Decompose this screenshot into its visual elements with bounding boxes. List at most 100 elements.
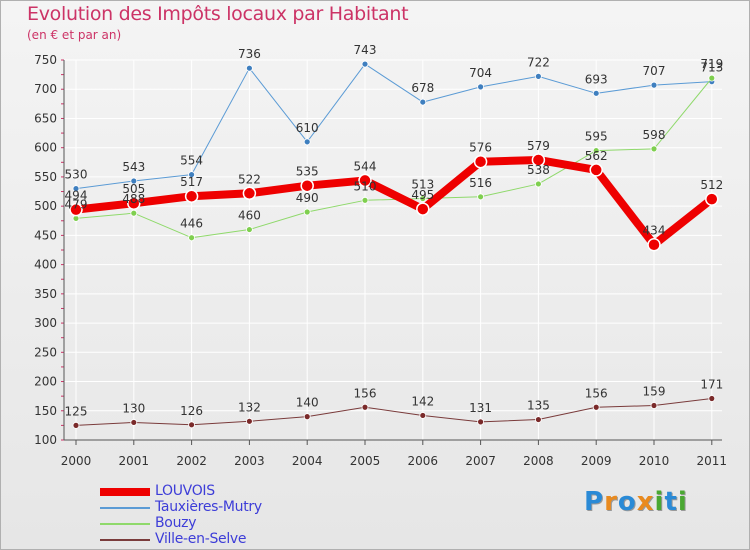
data-label-bouzy: 538 — [527, 163, 550, 177]
point-ville-en-selve — [593, 404, 599, 410]
data-label-tauxi-res-mutry: 743 — [354, 43, 377, 57]
legend-swatch — [100, 488, 150, 496]
point-louvois — [706, 193, 718, 205]
point-louvois — [475, 156, 487, 168]
proxiti-logo: Proxiti — [584, 487, 688, 517]
data-label-ville-en-selve: 135 — [527, 399, 550, 413]
series-line-tauxi-res-mutry — [76, 64, 712, 189]
point-bouzy — [535, 181, 541, 187]
data-label-louvois: 576 — [469, 141, 492, 155]
point-ville-en-selve — [420, 412, 426, 418]
x-tick-label: 2002 — [176, 454, 207, 468]
data-label-ville-en-selve: 126 — [180, 404, 203, 418]
data-label-bouzy: 516 — [469, 176, 492, 190]
data-label-ville-en-selve: 159 — [643, 385, 666, 399]
point-bouzy — [709, 75, 715, 81]
x-tick-label: 2007 — [465, 454, 496, 468]
point-louvois — [648, 239, 660, 251]
legend-swatch — [100, 539, 150, 541]
y-tick-label: 500 — [34, 199, 57, 213]
data-label-bouzy: 595 — [585, 130, 608, 144]
series-line-ville-en-selve — [76, 398, 712, 425]
legend-label: Bouzy — [155, 515, 196, 531]
point-bouzy — [651, 146, 657, 152]
point-louvois — [186, 190, 198, 202]
point-louvois — [417, 203, 429, 215]
data-label-louvois: 579 — [527, 139, 550, 153]
x-tick-label: 2008 — [523, 454, 554, 468]
data-label-louvois: 494 — [65, 189, 88, 203]
point-bouzy — [478, 194, 484, 200]
x-tick-label: 2011 — [697, 454, 728, 468]
series-line-bouzy — [76, 78, 712, 238]
data-label-ville-en-selve: 142 — [411, 394, 434, 408]
x-tick-label: 2000 — [61, 454, 92, 468]
data-label-ville-en-selve: 131 — [469, 401, 492, 415]
data-label-bouzy: 490 — [296, 191, 319, 205]
line-chart: 1001502002503003504004505005506006507007… — [0, 0, 750, 550]
point-tauxi-res-mutry — [362, 61, 368, 67]
y-tick-label: 250 — [34, 345, 57, 359]
logo-letter: i — [655, 487, 665, 517]
logo-letter: r — [604, 487, 618, 517]
data-label-bouzy: 719 — [700, 57, 723, 71]
data-label-tauxi-res-mutry: 707 — [643, 64, 666, 78]
legend-label: Tauxières-Mutry — [155, 499, 262, 515]
point-tauxi-res-mutry — [651, 82, 657, 88]
data-label-tauxi-res-mutry: 543 — [122, 160, 145, 174]
data-label-louvois: 512 — [700, 178, 723, 192]
point-ville-en-selve — [535, 417, 541, 423]
logo-letter: P — [584, 487, 604, 517]
x-tick-label: 2010 — [639, 454, 670, 468]
point-ville-en-selve — [189, 422, 195, 428]
point-ville-en-selve — [246, 418, 252, 424]
data-label-bouzy: 598 — [643, 128, 666, 142]
x-tick-label: 2005 — [350, 454, 381, 468]
data-label-ville-en-selve: 132 — [238, 400, 261, 414]
legend-label: LOUVOIS — [155, 483, 215, 499]
logo-letter: o — [618, 487, 637, 517]
point-ville-en-selve — [709, 395, 715, 401]
data-label-louvois: 522 — [238, 172, 261, 186]
data-label-tauxi-res-mutry: 610 — [296, 121, 319, 135]
point-tauxi-res-mutry — [304, 139, 310, 145]
data-label-tauxi-res-mutry: 693 — [585, 72, 608, 86]
data-label-tauxi-res-mutry: 554 — [180, 154, 203, 168]
data-label-ville-en-selve: 171 — [700, 377, 723, 391]
point-louvois — [590, 164, 602, 176]
legend-label: Ville-en-Selve — [155, 531, 246, 547]
point-louvois — [301, 180, 313, 192]
series-group — [70, 61, 718, 428]
data-label-bouzy: 510 — [354, 179, 377, 193]
grid — [64, 60, 722, 440]
y-tick-label: 350 — [34, 287, 57, 301]
x-tick-label: 2009 — [581, 454, 612, 468]
logo-letter: x — [637, 487, 655, 517]
series-line-louvois — [76, 160, 712, 245]
data-label-louvois: 495 — [411, 188, 434, 202]
x-tick-label: 2003 — [234, 454, 265, 468]
data-label-tauxi-res-mutry: 722 — [527, 55, 550, 69]
x-tick-label: 2001 — [119, 454, 150, 468]
point-bouzy — [189, 235, 195, 241]
x-tick-label: 2004 — [292, 454, 323, 468]
data-label-louvois: 434 — [643, 224, 666, 238]
data-label-ville-en-selve: 130 — [122, 401, 145, 415]
data-label-ville-en-selve: 140 — [296, 396, 319, 410]
point-bouzy — [362, 197, 368, 203]
data-label-tauxi-res-mutry: 678 — [411, 81, 434, 95]
legend-swatch — [100, 523, 150, 525]
y-tick-label: 750 — [34, 53, 57, 67]
data-label-bouzy: 446 — [180, 217, 203, 231]
y-tick-label: 100 — [34, 433, 57, 447]
y-tick-label: 450 — [34, 228, 57, 242]
y-tick-label: 550 — [34, 170, 57, 184]
x-tick-label: 2006 — [408, 454, 439, 468]
data-label-ville-en-selve: 156 — [585, 386, 608, 400]
point-bouzy — [246, 227, 252, 233]
data-label-louvois: 517 — [180, 175, 203, 189]
point-tauxi-res-mutry — [420, 99, 426, 105]
data-label-bouzy: 460 — [238, 209, 261, 223]
data-label-tauxi-res-mutry: 736 — [238, 47, 261, 61]
